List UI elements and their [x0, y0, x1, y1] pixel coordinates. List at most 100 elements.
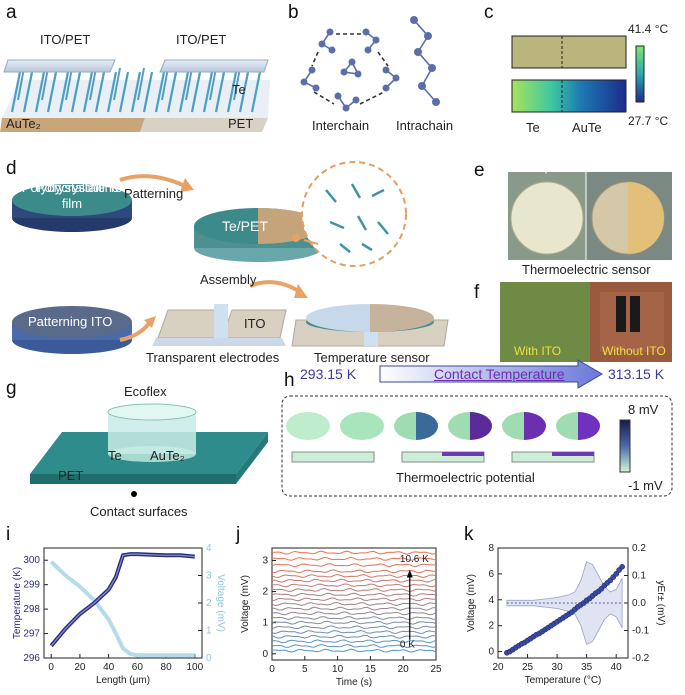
i-xtick-label: 40 — [103, 662, 115, 673]
k-y2tick-label: 0.0 — [632, 598, 646, 609]
j-series-line — [271, 556, 437, 561]
j-ytick-label: 2 — [262, 587, 268, 598]
i-ytick-label: 300 — [23, 555, 40, 566]
j-series-line — [272, 648, 437, 653]
k-ytick-label: 2 — [488, 621, 494, 632]
panel-label-a: a — [6, 2, 17, 23]
i-y2tick-label: 1 — [206, 626, 212, 637]
k-data-point — [619, 563, 625, 570]
i-ytick-label: 296 — [23, 653, 40, 664]
panel-label-c: c — [484, 2, 494, 23]
i-ytick-label: 299 — [23, 580, 40, 591]
panel-label-j: j — [236, 524, 241, 545]
j-xtick-label: 15 — [365, 664, 377, 675]
k-xtick-label: 20 — [492, 662, 504, 673]
i-series-temperature-highlight — [50, 553, 195, 647]
j-series-line — [271, 625, 437, 630]
te-label-c: Te — [526, 120, 540, 135]
panel-label-k: k — [464, 524, 474, 545]
j-xtick-label: 25 — [430, 664, 442, 675]
intrachain-label: Intrachain — [396, 118, 454, 133]
pet-label-g: PET — [58, 468, 84, 483]
j-series-line — [271, 606, 437, 611]
j-xtick-label: 20 — [398, 664, 410, 675]
j-ytick-label: 3 — [262, 555, 268, 566]
i-y2tick-label: 2 — [206, 598, 212, 609]
j-xtick-label: 0 — [269, 664, 275, 675]
j-series-line — [271, 643, 437, 649]
te-label-a: Te — [232, 82, 246, 97]
panel-label-g: g — [6, 378, 17, 399]
i-xtick-label: 20 — [74, 662, 86, 673]
film-label: Polycrystalline Te film — [21, 180, 123, 211]
aute2-label-a: AuTe₂ — [6, 116, 41, 131]
transparent-electrodes-label: Transparent electrodes — [146, 350, 280, 365]
i-xtick-label: 80 — [161, 662, 173, 673]
j-series-line — [271, 592, 437, 597]
k-xtick-label: 40 — [611, 662, 623, 673]
k-ytick-label: 8 — [488, 543, 494, 554]
bottom-label: Bottom — [608, 160, 647, 174]
pet-label-a: PET — [228, 116, 254, 131]
i-xtick-label: 0 — [48, 662, 54, 673]
contact-temperature-label: Contact Temperature — [434, 366, 565, 382]
k-xtick-label: 35 — [581, 662, 593, 673]
i-xtick-label: 60 — [132, 662, 144, 673]
k-y2tick-label: -0.2 — [632, 653, 650, 664]
i-plot-frame — [43, 547, 203, 659]
i-y2tick-label: 3 — [206, 571, 212, 582]
j-series-line — [271, 639, 437, 644]
tmax-label: 41.4 °C — [628, 22, 669, 36]
contact-surfaces-label: Contact surfaces — [90, 504, 188, 519]
patterning-label: Patterning — [124, 186, 184, 201]
j-series-line — [271, 602, 437, 607]
ito-pet-left-label: ITO/PET — [40, 32, 91, 47]
i-ytick-label: 298 — [23, 604, 40, 615]
i-series-temperature — [49, 552, 195, 648]
j-ytick-label: 0 — [262, 649, 268, 660]
k-data-point — [613, 571, 620, 577]
ecoflex-label: Ecoflex — [124, 384, 167, 399]
j-arrow-head — [406, 569, 413, 578]
j-series-line — [271, 583, 437, 588]
j-ytick-label: 1 — [262, 618, 268, 629]
tmin-label: 27.7 °C — [628, 114, 669, 128]
k-ytick-label: 4 — [488, 595, 494, 606]
panel-label-h: h — [284, 370, 295, 391]
te-label-g: Te — [108, 448, 122, 463]
t-end-label: 313.15 K — [608, 366, 665, 382]
i-series-voltage — [49, 560, 195, 658]
panel-label-e: e — [474, 160, 485, 181]
i-ytick-label: 297 — [23, 629, 40, 640]
interchain-label: Interchain — [312, 118, 370, 133]
k-y2tick-label: 0.2 — [632, 543, 646, 554]
k-ytick-label: 6 — [488, 569, 494, 580]
i-y2tick-label: 4 — [206, 543, 212, 554]
j-series-line — [271, 587, 437, 593]
panel-label-d: d — [6, 158, 17, 179]
te-pet-label: Te/PET — [222, 218, 268, 234]
j-series-line — [271, 629, 437, 635]
t-start-label: 293.15 K — [300, 366, 357, 382]
j-xtick-label: 10 — [332, 664, 344, 675]
aute2-label-g: AuTe₂ — [150, 448, 185, 463]
j-series-line — [271, 616, 436, 621]
j-top-annotation: 10.6 K — [400, 554, 429, 565]
k-y2tick-label: -0.1 — [632, 626, 650, 637]
i-y2tick-label: 0 — [206, 653, 212, 664]
top-label: Top — [532, 160, 552, 174]
i-ylabel: Temperature (K) — [12, 567, 23, 639]
thermoelectric-sensor-caption: Thermoelectric sensor — [522, 262, 651, 277]
j-xlabel: Time (s) — [336, 677, 372, 688]
j-plot-frame — [271, 547, 437, 661]
k-xlabel: Temperature (°C) — [525, 675, 602, 686]
ito-pet-right-label: ITO/PET — [176, 32, 227, 47]
i-xtick-label: 100 — [186, 662, 203, 673]
j-series-line — [271, 578, 437, 583]
j-xtick-label: 5 — [302, 664, 308, 675]
k-ytick-label: 0 — [488, 647, 494, 658]
j-bottom-annotation: 0 K — [400, 640, 415, 651]
panel-label-f: f — [474, 282, 480, 303]
with-ito-label: With ITO — [514, 344, 562, 358]
